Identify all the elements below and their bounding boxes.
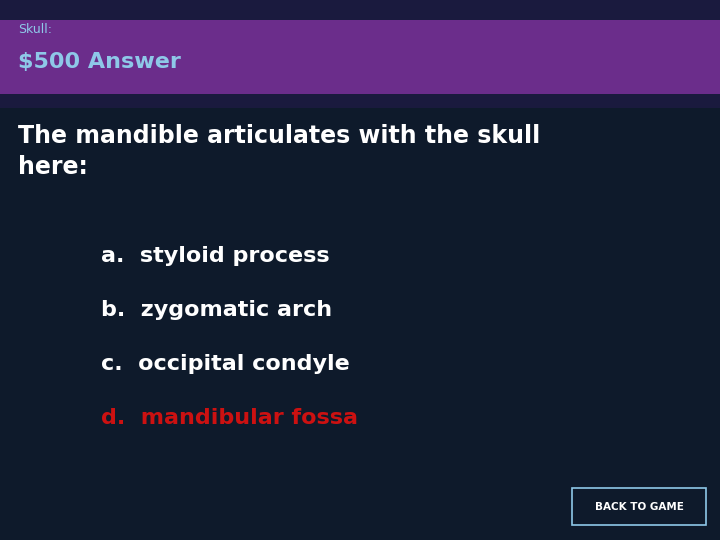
Text: c.  occipital condyle: c. occipital condyle (101, 354, 349, 375)
Bar (0, 94, 720, 108)
Text: The mandible articulates with the skull
here:: The mandible articulates with the skull … (18, 124, 540, 179)
Bar (0, 20, 720, 94)
Text: d.  mandibular fossa: d. mandibular fossa (101, 408, 358, 429)
Text: BACK TO GAME: BACK TO GAME (595, 502, 683, 511)
Bar (0, 0, 720, 20)
Text: Skull:: Skull: (18, 23, 52, 36)
Text: b.  zygomatic arch: b. zygomatic arch (101, 300, 332, 321)
Text: a.  styloid process: a. styloid process (101, 246, 330, 267)
FancyBboxPatch shape (572, 488, 706, 525)
Text: $500 Answer: $500 Answer (18, 52, 181, 72)
